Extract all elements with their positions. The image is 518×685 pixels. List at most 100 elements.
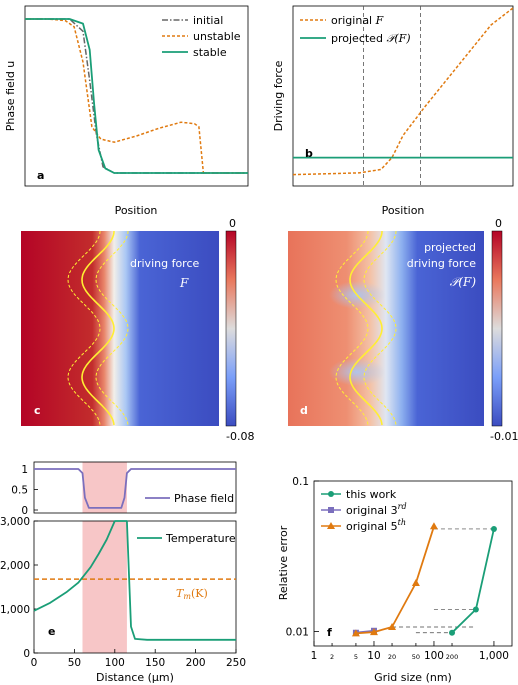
legend-phase: Phase field (174, 492, 234, 505)
panel-e-frame (33, 520, 237, 654)
panel-a: Phase field u Position a initial unstabl… (4, 5, 249, 217)
point-original-5 (351, 629, 360, 637)
ytick-top: 0 (21, 505, 28, 517)
panel-c-symbol: F (179, 276, 189, 290)
series-stable (25, 18, 248, 174)
panel-a-letter: a (37, 169, 44, 182)
legend-original-5th-marker (327, 522, 335, 529)
legend-projected: projected 𝒫(F) (331, 32, 411, 45)
panel-f-letter: f (327, 626, 332, 639)
panel-a-lines (25, 18, 248, 174)
panel-b-ylabel: Driving force (272, 60, 285, 131)
panel-d-symbol: 𝒫(F) (450, 275, 477, 289)
xtick: 100 (105, 657, 125, 669)
panel-e-tm-label: Tm(K) (176, 587, 208, 601)
melt-region-top (82, 462, 127, 513)
panel-b: Driving force Position b original F proj… (272, 5, 514, 217)
point-this-work (449, 629, 456, 636)
ytick: 3,000 (0, 516, 30, 528)
ytick-top: 0.5 (11, 485, 28, 497)
legend-stable: stable (193, 46, 227, 59)
panel-b-frame (292, 5, 514, 187)
colorbar-c (225, 230, 237, 427)
panel-d-interface (335, 230, 397, 426)
panel-e-melt-region (82, 462, 127, 653)
xtick: 100 (424, 650, 444, 662)
ytick: 1,000 (0, 604, 30, 616)
heatmap-d (288, 231, 484, 426)
panel-a-legend: initial unstable stable (162, 14, 241, 59)
series-this-work (451, 528, 495, 634)
interface-center (349, 230, 383, 426)
point-original-5 (429, 522, 438, 530)
point-this-work (472, 606, 479, 613)
panel-f: 1 2 5 10 20 50 100 200 1,000 0.01 0.1 Relative err… (277, 476, 513, 684)
ytick: 2,000 (0, 560, 30, 572)
panel-a-xlabel: Position (115, 204, 158, 217)
point-original-5 (388, 623, 397, 631)
colorbar-d-top: 0 (495, 217, 502, 230)
xtick: 20 (388, 653, 396, 661)
xtick: 2 (330, 653, 334, 661)
xtick: 200 (186, 657, 206, 669)
panel-d-label-2: driving force (407, 257, 477, 270)
panel-f-legend: this work original 3rd original 5th (321, 488, 407, 533)
series-original-5 (355, 526, 435, 635)
xtick: 10 (367, 650, 380, 662)
point-original-5 (411, 578, 420, 586)
panel-b-legend: original F projected 𝒫(F) (300, 14, 411, 45)
series-original (292, 7, 514, 176)
panel-c-interface (67, 230, 129, 426)
legend-original-3rd: original 3rd (346, 502, 407, 517)
panel-f-xlabel: Grid size (nm) (374, 671, 452, 684)
legend-original-5th: original 5th (346, 518, 406, 533)
panel-f-lines (351, 522, 497, 637)
interface-right (95, 230, 129, 426)
legend-original: original F (331, 14, 384, 27)
xtick: 50 (412, 653, 420, 661)
colorbar-c-bottom: -0.08 (226, 430, 254, 443)
panel-d-label-1: projected (424, 241, 476, 254)
point-this-work (490, 525, 497, 532)
panel-b-xlabel: Position (382, 204, 425, 217)
panel-a-frame (24, 5, 249, 187)
panel-f-ylabel: Relative error (277, 525, 290, 600)
panel-c-label: driving force (130, 257, 200, 270)
panel-a-ylabel: Phase field u (4, 61, 17, 132)
interface-right (363, 230, 397, 426)
panel-d: projected driving force 𝒫(F) d 0 -0.01 (288, 217, 518, 443)
point-original-5 (369, 628, 378, 636)
series-unstable (25, 18, 248, 174)
heatmap-d-lobe-lower (329, 358, 385, 386)
colorbar-d-bottom: -0.01 (490, 430, 518, 443)
panel-e-legend-top: Phase field (145, 492, 234, 505)
panel-e-letter: e (48, 625, 55, 638)
legend-initial: initial (193, 14, 223, 27)
ytick: 0.01 (286, 626, 309, 638)
panel-b-lines (292, 6, 514, 186)
heatmap-c (21, 231, 219, 426)
panel-e-lines (33, 468, 236, 641)
interface-left (335, 230, 369, 426)
panel-f-axes: 1 2 5 10 20 50 100 200 1,000 0.01 0.1 (286, 476, 509, 662)
series-phase-field (34, 468, 236, 509)
series-temperature (33, 520, 236, 641)
ytick: 0 (23, 648, 30, 660)
xtick: 5 (354, 653, 358, 661)
panel-f-frame (313, 480, 513, 647)
legend-temperature: Temperature (165, 532, 236, 545)
xtick: 1 (311, 650, 318, 662)
panel-e-legend: Temperature (137, 532, 236, 545)
colorbar-c-top: 0 (229, 217, 236, 230)
interface-left (67, 230, 101, 426)
legend-unstable: unstable (193, 30, 241, 43)
colorbar-d (491, 230, 503, 427)
panel-e-top-frame (33, 461, 237, 514)
panel-e-xlabel: Distance (μm) (96, 671, 174, 684)
legend-this-work-marker (328, 491, 334, 497)
legend-original-3rd-marker (328, 507, 334, 513)
interface-center (81, 230, 115, 426)
